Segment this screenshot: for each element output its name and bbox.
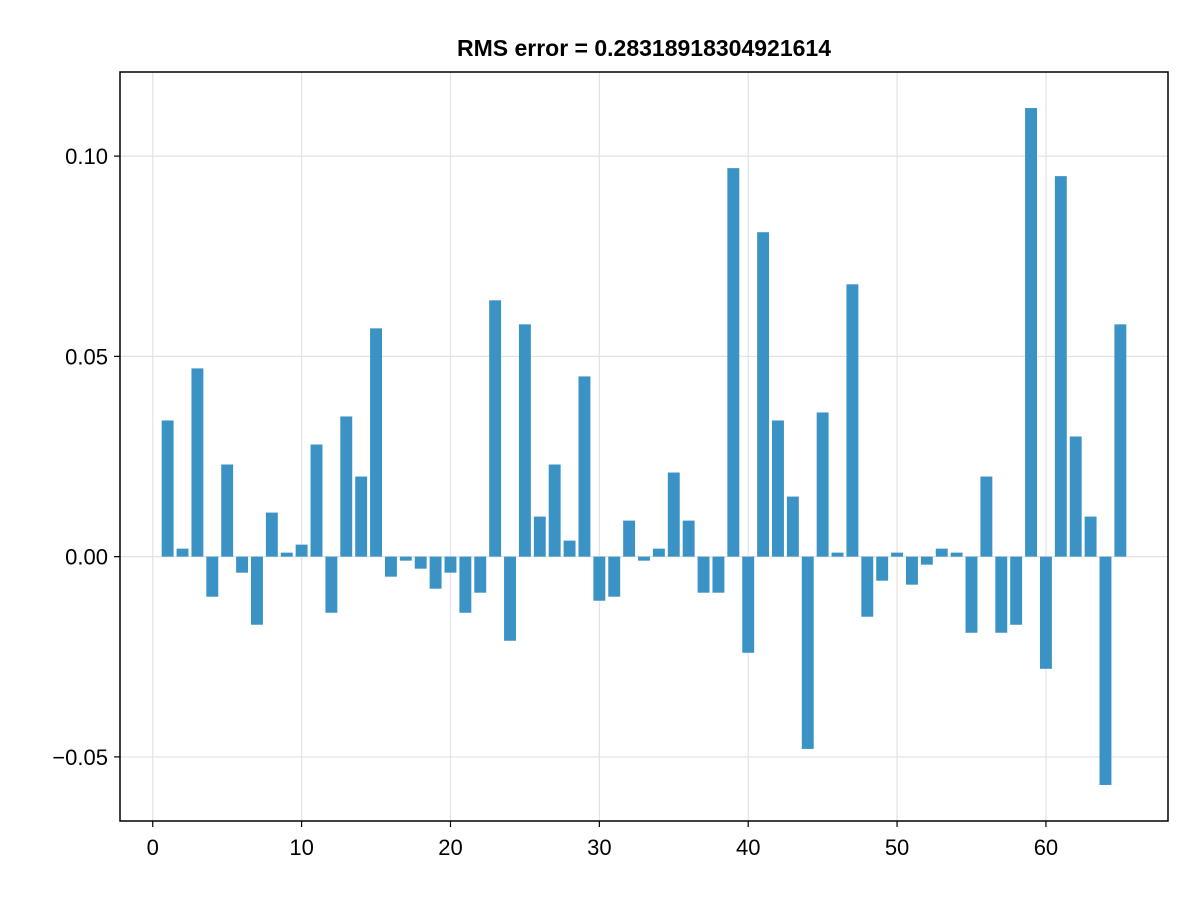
bar (1025, 108, 1037, 557)
bar (1084, 516, 1097, 557)
bar (667, 472, 680, 557)
bar (504, 556, 516, 641)
bar (414, 556, 427, 569)
bar (370, 328, 382, 557)
bars (161, 108, 1127, 785)
bar (548, 464, 561, 557)
bar (980, 476, 993, 557)
bar (906, 556, 918, 585)
y-tick-label: 0.05 (65, 344, 108, 369)
y-tick-label: 0.00 (65, 545, 108, 570)
bar (399, 556, 412, 561)
x-tick-label: 0 (147, 835, 159, 860)
x-tick-label: 10 (289, 835, 313, 860)
bar (652, 548, 665, 557)
bar (965, 556, 978, 633)
chart-title: RMS error = 0.28318918304921614 (457, 35, 831, 61)
bar (310, 444, 323, 557)
bar (176, 548, 189, 557)
bar (712, 556, 725, 593)
bar (1039, 556, 1052, 669)
bar (251, 556, 263, 625)
bar (742, 556, 755, 653)
bar (935, 548, 948, 557)
bar (593, 556, 606, 601)
bar (876, 556, 889, 581)
bar (608, 556, 621, 597)
y-tick-label: 0.10 (65, 144, 108, 169)
bar (861, 556, 874, 617)
bar (429, 556, 442, 589)
bar (920, 556, 933, 565)
bar (563, 540, 576, 557)
bar (265, 512, 278, 557)
bar (578, 376, 591, 557)
bar (340, 416, 353, 557)
plot-frame (119, 71, 1169, 822)
bar (846, 284, 859, 557)
bar (206, 556, 219, 597)
bar (786, 496, 799, 557)
bar (355, 476, 368, 557)
x-tick-label: 60 (1034, 835, 1058, 860)
bar (221, 464, 234, 557)
bar (950, 552, 963, 557)
bar (772, 420, 784, 557)
bar (623, 520, 636, 557)
bar (682, 520, 695, 557)
bar (1114, 324, 1127, 557)
x-axis: 0 10 20 30 40 50 60 (147, 821, 1058, 860)
bar (816, 412, 829, 557)
bar (518, 324, 531, 557)
bar (1099, 556, 1112, 785)
bar (384, 556, 397, 577)
grid-lines (120, 72, 1168, 821)
bar (295, 544, 308, 557)
bar (1069, 436, 1082, 557)
bar (459, 556, 472, 613)
bar (727, 168, 740, 557)
bar (191, 368, 204, 557)
x-tick-label: 50 (885, 835, 909, 860)
y-axis: −0.05 0.00 0.05 0.10 (52, 144, 120, 770)
bar (831, 552, 844, 557)
bar (533, 516, 546, 557)
bar (1054, 176, 1067, 557)
bar (236, 556, 249, 573)
x-tick-label: 30 (587, 835, 611, 860)
bar (757, 232, 770, 557)
bar (161, 420, 174, 557)
x-tick-label: 40 (736, 835, 760, 860)
y-tick-label: −0.05 (52, 745, 108, 770)
x-tick-label: 20 (438, 835, 462, 860)
bar (801, 556, 814, 749)
bar (638, 556, 650, 561)
bar (280, 552, 293, 557)
bar (474, 556, 487, 593)
bar (697, 556, 710, 593)
bar (489, 300, 502, 557)
bar (444, 556, 457, 573)
bar (995, 556, 1008, 633)
bar (325, 556, 338, 613)
bar (891, 552, 904, 557)
bar (1010, 556, 1023, 625)
